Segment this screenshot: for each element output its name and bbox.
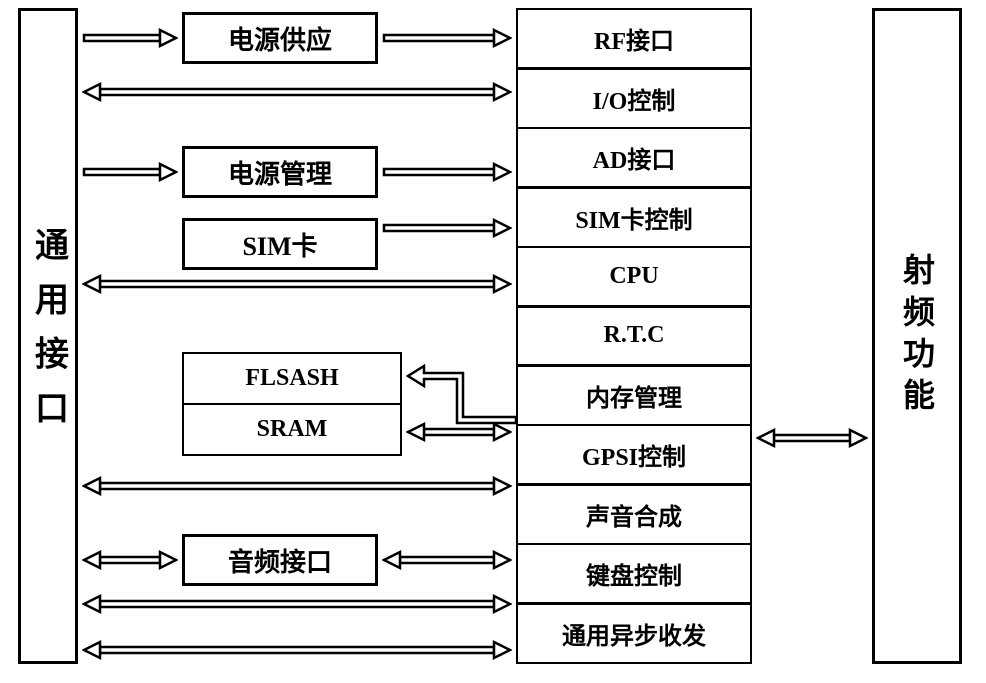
mid-box-label: SIM卡: [242, 226, 317, 263]
mid-box-audio_if: 音频接口: [182, 534, 378, 586]
right-rf-block: 射频功能: [872, 8, 962, 664]
arrow-a_aud_left: [82, 550, 178, 570]
mid-box-power_supply: 电源供应: [182, 12, 378, 64]
mid-box-label: 电源供应: [228, 20, 332, 57]
left-interface-block: 通用接口: [18, 8, 78, 664]
main-cell-gpsi_ctrl: GPSI控制: [516, 424, 752, 486]
memory-stack: FLSASH SRAM: [182, 352, 402, 456]
arrow-a_ps_left: [82, 28, 178, 48]
memory-cell-label: SRAM: [257, 416, 328, 443]
main-cell-label: SIM卡控制: [575, 200, 692, 235]
main-cell-label: R.T.C: [604, 322, 665, 349]
main-cell-mem_mgmt: 内存管理: [516, 364, 752, 426]
mid-box-sim_card: SIM卡: [182, 218, 378, 270]
main-cell-kbd_ctrl: 键盘控制: [516, 543, 752, 605]
mid-box-label: 音频接口: [228, 542, 332, 579]
main-cell-io_ctrl: I/O控制: [516, 67, 752, 129]
main-cell-rf_if: RF接口: [516, 8, 752, 70]
arrow-a_flash: [388, 364, 518, 426]
arrow-a_ps_right: [382, 28, 512, 48]
arrow-a_aud_right: [382, 550, 512, 570]
arrow-a_uart: [82, 640, 512, 660]
main-cell-sim_ctrl: SIM卡控制: [516, 186, 752, 248]
main-cell-voice_syn: 声音合成: [516, 483, 752, 545]
main-cell-cpu: CPU: [516, 246, 752, 308]
main-cell-label: 声音合成: [586, 497, 682, 532]
main-cell-ad_if: AD接口: [516, 127, 752, 189]
main-cell-label: RF接口: [594, 21, 674, 56]
mid-box-power_mgmt: 电源管理: [182, 146, 378, 198]
left-interface-label: 通用接口: [24, 227, 73, 445]
arrow-a_rf: [756, 428, 868, 448]
main-cell-label: GPSI控制: [582, 437, 686, 472]
right-rf-label: 射频功能: [894, 253, 940, 419]
memory-cell-sram: SRAM: [182, 403, 402, 456]
arrow-a_pm_right: [382, 162, 512, 182]
main-cell-label: 通用异步收发: [562, 616, 706, 651]
main-stack: RF接口 I/O控制 AD接口 SIM卡控制 CPU R.T.C 内存管理 GPSI控制声音合…: [516, 8, 752, 664]
main-cell-label: I/O控制: [593, 81, 676, 116]
main-cell-label: 键盘控制: [586, 556, 682, 591]
main-cell-rtc: R.T.C: [516, 305, 752, 367]
arrow-a_gpsi: [82, 476, 512, 496]
main-cell-label: AD接口: [593, 140, 676, 175]
arrow-a_sim_right: [382, 218, 512, 238]
main-cell-label: CPU: [609, 263, 658, 290]
arrow-a_pm_left: [82, 162, 178, 182]
main-cell-uart: 通用异步收发: [516, 602, 752, 664]
arrow-a_cpu: [82, 274, 512, 294]
memory-cell-flash: FLSASH: [182, 352, 402, 405]
arrow-a_io: [82, 82, 512, 102]
memory-cell-label: FLSASH: [245, 365, 338, 392]
arrow-a_kbd: [82, 594, 512, 614]
mid-box-label: 电源管理: [228, 154, 332, 191]
main-cell-label: 内存管理: [586, 378, 682, 413]
